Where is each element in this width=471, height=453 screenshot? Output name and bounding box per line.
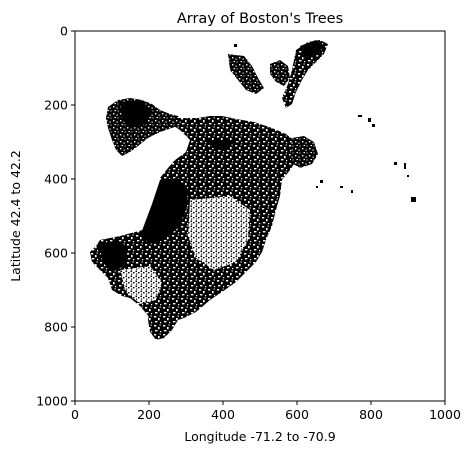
island-speck-4 [320,180,323,183]
island-speck-5 [316,186,318,188]
island-speck-2 [368,118,371,122]
island-speck-3 [372,124,375,127]
canopy-region-center [188,118,302,164]
canopy-region-dense-1 [140,178,188,244]
canopy-region-north-3 [282,40,328,108]
canopy-region-northwest-dense [120,100,152,128]
canopy-region-light-2 [120,266,162,304]
y-tick-label: 0 [60,24,68,39]
y-tick-label: 600 [44,246,68,261]
island-speck-9 [404,163,406,169]
canopy-region-north-2 [270,60,290,86]
plot-frame [74,30,446,402]
x-tick-label: 0 [71,407,79,422]
x-tick-label: 1000 [429,407,461,422]
canopy-region-east [290,136,318,168]
chart-title: Array of Boston's Trees [177,11,343,27]
x-axis-label: Longitude -71.2 to -70.9 [184,429,335,444]
island-speck-6 [340,186,343,188]
y-tick-label: 800 [44,320,68,335]
x-axis: 0 200 400 600 800 1000 Longitude -71.2 to -70… [71,401,461,444]
y-tick-label: 400 [44,172,68,187]
island-speck-11 [411,197,416,202]
island-speck-8 [394,162,397,165]
y-axis-label: Latitude 42.4 to 42.2 [8,150,23,282]
island-speck-12 [234,44,237,47]
x-tick-label: 600 [285,407,309,422]
canopy-region-north-1 [228,54,264,94]
island-speck-1 [358,115,362,117]
canopy-region-north-4 [300,40,324,60]
plot-area [74,30,446,402]
y-tick-label: 1000 [36,394,68,409]
x-tick-label: 200 [137,407,161,422]
x-tick-label: 800 [359,407,383,422]
x-tick-label: 400 [211,407,235,422]
y-tick-label: 200 [44,98,68,113]
canopy-region-south [148,304,176,340]
canopy-region-light-1 [188,196,250,270]
island-speck-10 [407,175,409,177]
tree-canopy-map [90,40,416,340]
x-axis-ticks: 0 200 400 600 800 1000 [71,401,461,422]
canopy-region-dense-3 [100,240,128,272]
y-axis-ticks: 0 200 400 600 800 1000 [36,24,75,409]
island-speck-7 [351,190,353,193]
y-axis: 0 200 400 600 800 1000 Latitude 42.4 to 42.2 [8,24,75,409]
